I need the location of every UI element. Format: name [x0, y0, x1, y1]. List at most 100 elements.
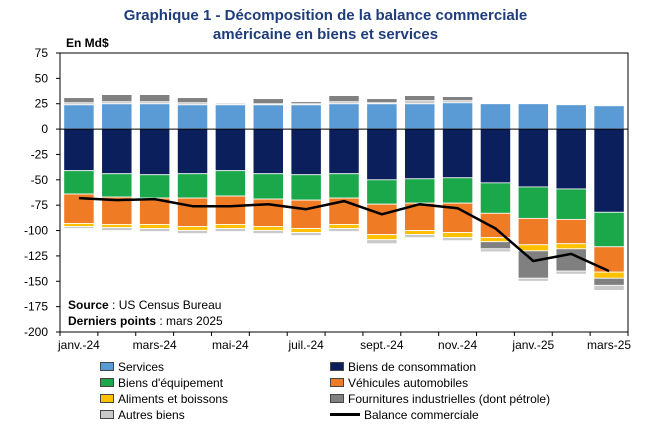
bar-segment — [101, 94, 133, 103]
x-tick-label: juil.-24 — [287, 338, 324, 352]
bar-segment — [404, 178, 436, 204]
y-tick-label: 0 — [41, 122, 48, 136]
bar-segment — [328, 228, 360, 232]
bar-segment — [442, 102, 474, 130]
chart-title: Graphique 1 - Décomposition de la balanc… — [0, 6, 651, 44]
bar-segment — [214, 228, 246, 232]
bar-segment — [593, 128, 625, 213]
bar-segment — [290, 199, 322, 229]
bar-segment — [63, 128, 95, 172]
bar-segment — [176, 128, 209, 175]
bar-segment — [442, 232, 474, 239]
legend-item: Services — [100, 359, 164, 374]
bar-segment — [176, 173, 209, 199]
bar-segment — [366, 203, 398, 236]
bar-segment — [63, 223, 95, 227]
bar-segment — [366, 98, 398, 104]
bar-segment — [593, 105, 625, 130]
y-tick-label: -25 — [31, 147, 49, 161]
y-tick-label: -125 — [24, 249, 48, 263]
bar-segment — [479, 182, 512, 214]
legend-label: Fournitures industrielles (dont pétrole) — [348, 391, 551, 406]
bar-segment — [479, 212, 512, 239]
bar-segment — [555, 104, 587, 130]
legend-swatch — [330, 362, 344, 371]
bar-segment — [328, 173, 360, 199]
bar-segment — [404, 230, 436, 236]
bar-segment — [214, 224, 246, 229]
bar-segment — [290, 128, 322, 176]
bar-segment — [517, 103, 549, 130]
x-tick-label: nov.-24 — [438, 338, 477, 352]
legend-swatch — [330, 378, 344, 387]
bar-segment — [517, 244, 549, 252]
bar-segment — [517, 128, 549, 188]
bar-segment — [328, 224, 360, 229]
bar-segment — [63, 97, 95, 104]
y-tick-label: 75 — [35, 46, 49, 60]
x-tick-label: janv.-24 — [57, 338, 100, 352]
bar-segment — [139, 103, 171, 130]
bar-segment — [404, 100, 436, 105]
bar-segment — [252, 128, 284, 175]
bar-segment — [63, 226, 95, 229]
bar-segment — [139, 174, 171, 199]
bar-segment — [139, 197, 171, 225]
bar-segment — [214, 170, 246, 197]
legend-label: Biens de consommation — [348, 359, 477, 374]
legend-item: Biens d'équipement — [100, 375, 223, 390]
bar-segment — [252, 173, 284, 200]
x-tick-label: mai-24 — [212, 338, 249, 352]
bar-segment — [442, 128, 474, 179]
bar-segment — [176, 197, 209, 227]
bar-segment — [442, 96, 474, 102]
unit-label: En Md$ — [66, 36, 109, 50]
legend-item: Balance commerciale — [330, 407, 479, 422]
bar-segment — [366, 103, 398, 130]
bar-segment — [442, 237, 474, 242]
bar-segment — [290, 174, 322, 201]
legend-label: Balance commerciale — [364, 407, 479, 422]
bar-segment — [366, 234, 398, 241]
bar-segment — [404, 234, 436, 239]
bar-segment — [176, 230, 209, 234]
legend-item: Autres biens — [100, 407, 185, 422]
bar-segment — [139, 228, 171, 232]
last-points-note: Derniers points : mars 2025 — [68, 314, 223, 328]
bar-segment — [101, 227, 133, 231]
title-line-1: Graphique 1 - Décomposition de la balanc… — [123, 7, 528, 24]
x-tick-label: mars-24 — [133, 338, 177, 352]
bar-segment — [290, 104, 322, 130]
legend-label: Véhicules automobiles — [348, 375, 469, 390]
bar-segment — [366, 239, 398, 245]
bar-segment — [366, 179, 398, 205]
bar-segment — [517, 277, 549, 282]
legend-swatch — [100, 362, 114, 371]
bar-segment — [593, 277, 625, 286]
legend-item: Biens de consommation — [330, 359, 476, 374]
chart-plot: 75 50 25 0 -25 -50 -75 -100 -125 -150 -175 -200 En M… — [24, 36, 631, 352]
y-tick-label: -100 — [24, 224, 48, 238]
bar-segment — [139, 128, 171, 176]
bar-segment — [252, 98, 284, 105]
bar-segment — [404, 103, 436, 130]
bar-segment — [214, 102, 246, 105]
x-tick-label: mars-25 — [587, 338, 631, 352]
bar-segment — [101, 196, 133, 225]
y-tick-label: 25 — [35, 97, 49, 111]
bar-segment — [479, 128, 512, 184]
bar-segment — [555, 270, 587, 275]
bar-segment — [517, 250, 549, 279]
legend-swatch — [330, 394, 344, 403]
y-tick-label: -75 — [31, 198, 49, 212]
bar-segment — [404, 128, 436, 180]
bar-segment — [366, 128, 398, 181]
legend-label: Services — [118, 359, 165, 374]
bar-segment — [290, 228, 322, 233]
bar-segment — [555, 243, 587, 250]
x-tick-label: janv.-25 — [511, 338, 554, 352]
bar-segment — [328, 103, 360, 130]
bar-segment — [517, 186, 549, 219]
bar-segment — [404, 95, 436, 102]
legend-swatch — [100, 378, 114, 387]
